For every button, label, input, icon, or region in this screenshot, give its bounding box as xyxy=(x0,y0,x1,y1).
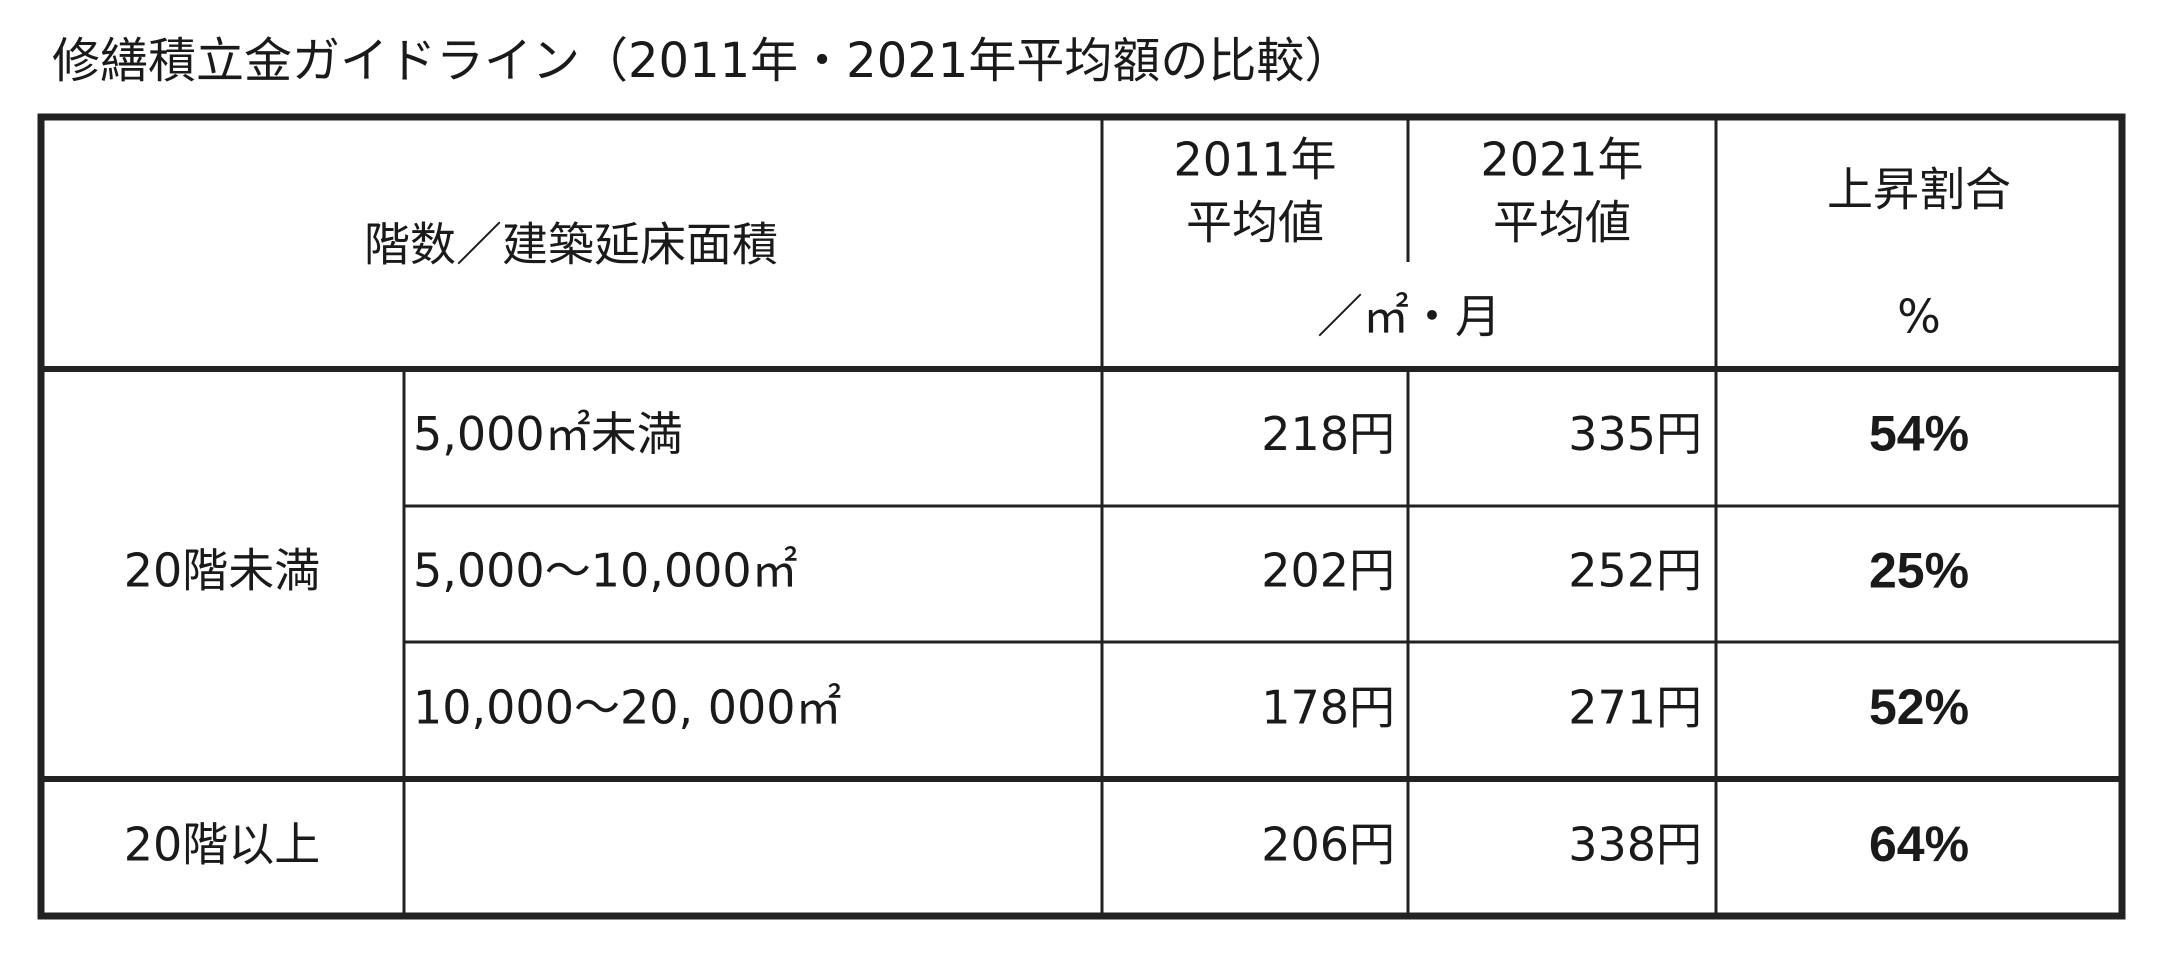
header-unit: ／㎡・月 xyxy=(1317,290,1501,344)
avg-2021: 252円 xyxy=(1568,544,1702,598)
header-2021: 平均値 xyxy=(1493,196,1631,250)
rate: 25% xyxy=(1869,542,1969,598)
header-rate: 上昇割合 xyxy=(1827,163,2011,217)
header-rate-unit: % xyxy=(1897,290,1941,344)
table-border xyxy=(37,113,2126,920)
title: 修繕積立金ガイドライン（2011年・2021年平均額の比較） xyxy=(52,33,1352,89)
rate: 52% xyxy=(1869,679,1969,735)
header-category: 階数／建築延床面積 xyxy=(364,218,778,272)
avg-2021: 335円 xyxy=(1568,407,1702,461)
header-2011: 平均値 xyxy=(1186,196,1324,250)
header-2021: 2021年 xyxy=(1480,133,1643,187)
avg-2011: 202円 xyxy=(1261,544,1395,598)
rate: 64% xyxy=(1869,816,1969,872)
header-2011: 2011年 xyxy=(1173,133,1336,187)
group-label: 20階以上 xyxy=(124,817,321,871)
area: 5,000～10,000㎡ xyxy=(413,544,798,598)
rate: 54% xyxy=(1869,406,1969,462)
area: 5,000㎡未満 xyxy=(413,407,683,461)
avg-2011: 178円 xyxy=(1261,681,1395,735)
avg-2021: 271円 xyxy=(1568,681,1702,735)
area: 10,000～20, 000㎡ xyxy=(413,681,842,735)
avg-2011: 218円 xyxy=(1261,407,1395,461)
avg-2021: 338円 xyxy=(1568,817,1702,871)
avg-2011: 206円 xyxy=(1261,817,1395,871)
group-label: 20階未満 xyxy=(124,544,321,598)
